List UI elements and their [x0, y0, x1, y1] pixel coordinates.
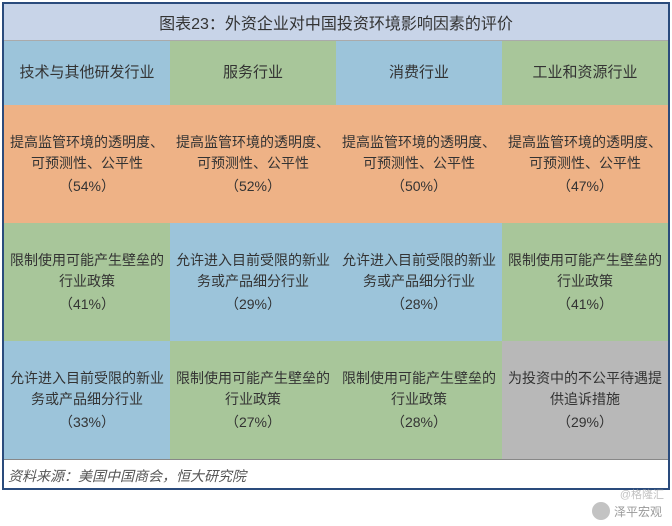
cell-text: 允许进入目前受限的新业务或产品细分行业 — [342, 250, 496, 292]
cell-text: 限制使用可能产生壁垒的行业政策 — [508, 250, 662, 292]
cell-text: 限制使用可能产生壁垒的行业政策 — [10, 250, 164, 292]
cell-text: 为投资中的不公平待遇提供追诉措施 — [508, 368, 662, 410]
table-cell: 提高监管环境的透明度、可预测性、公平性（54%） — [4, 105, 170, 223]
table-cell: 限制使用可能产生壁垒的行业政策（41%） — [4, 223, 170, 341]
cell-text: 提高监管环境的透明度、可预测性、公平性 — [10, 132, 164, 174]
source-text: 资料来源：美国中国商会，恒大研究院 — [4, 459, 668, 488]
cell-percent: （28%） — [391, 412, 447, 433]
cell-text: 允许进入目前受限的新业务或产品细分行业 — [10, 368, 164, 410]
cell-percent: （41%） — [557, 294, 613, 315]
cell-percent: （27%） — [225, 412, 281, 433]
cell-percent: （47%） — [557, 176, 613, 197]
data-table: 技术与其他研发行业服务行业消费行业工业和资源行业 提高监管环境的透明度、可预测性… — [4, 41, 668, 459]
cell-text: 提高监管环境的透明度、可预测性、公平性 — [176, 132, 330, 174]
cell-percent: （54%） — [59, 176, 115, 197]
column-header: 工业和资源行业 — [502, 41, 668, 105]
cell-percent: （33%） — [59, 412, 115, 433]
chart-container: 图表23：外资企业对中国投资环境影响因素的评价 技术与其他研发行业服务行业消费行… — [2, 2, 670, 490]
table-row: 允许进入目前受限的新业务或产品细分行业（33%）限制使用可能产生壁垒的行业政策（… — [4, 341, 668, 459]
table-cell: 提高监管环境的透明度、可预测性、公平性（50%） — [336, 105, 502, 223]
cell-text: 限制使用可能产生壁垒的行业政策 — [176, 368, 330, 410]
table-cell: 允许进入目前受限的新业务或产品细分行业（29%） — [170, 223, 336, 341]
column-header: 技术与其他研发行业 — [4, 41, 170, 105]
rows-holder: 提高监管环境的透明度、可预测性、公平性（54%）提高监管环境的透明度、可预测性、… — [4, 105, 668, 459]
table-cell: 允许进入目前受限的新业务或产品细分行业（33%） — [4, 341, 170, 459]
cell-text: 提高监管环境的透明度、可预测性、公平性 — [508, 132, 662, 174]
cell-percent: （29%） — [225, 294, 281, 315]
watermark-wechat: 泽平宏观 — [592, 502, 662, 520]
table-cell: 为投资中的不公平待遇提供追诉措施（29%） — [502, 341, 668, 459]
table-cell: 限制使用可能产生壁垒的行业政策（27%） — [170, 341, 336, 459]
watermark-gelong: @格隆汇 — [620, 486, 664, 502]
cell-percent: （50%） — [391, 176, 447, 197]
cell-percent: （52%） — [225, 176, 281, 197]
table-row: 提高监管环境的透明度、可预测性、公平性（54%）提高监管环境的透明度、可预测性、… — [4, 105, 668, 223]
cell-text: 限制使用可能产生壁垒的行业政策 — [342, 368, 496, 410]
column-header: 服务行业 — [170, 41, 336, 105]
header-row: 技术与其他研发行业服务行业消费行业工业和资源行业 — [4, 41, 668, 105]
cell-text: 允许进入目前受限的新业务或产品细分行业 — [176, 250, 330, 292]
table-cell: 提高监管环境的透明度、可预测性、公平性（52%） — [170, 105, 336, 223]
table-cell: 提高监管环境的透明度、可预测性、公平性（47%） — [502, 105, 668, 223]
table-cell: 限制使用可能产生壁垒的行业政策（41%） — [502, 223, 668, 341]
cell-text: 提高监管环境的透明度、可预测性、公平性 — [342, 132, 496, 174]
cell-percent: （41%） — [59, 294, 115, 315]
cell-percent: （28%） — [391, 294, 447, 315]
table-cell: 允许进入目前受限的新业务或产品细分行业（28%） — [336, 223, 502, 341]
cell-percent: （29%） — [557, 412, 613, 433]
table-cell: 限制使用可能产生壁垒的行业政策（28%） — [336, 341, 502, 459]
wechat-icon — [592, 502, 610, 520]
column-header: 消费行业 — [336, 41, 502, 105]
table-row: 限制使用可能产生壁垒的行业政策（41%）允许进入目前受限的新业务或产品细分行业（… — [4, 223, 668, 341]
chart-title: 图表23：外资企业对中国投资环境影响因素的评价 — [4, 4, 668, 41]
watermark-text: 泽平宏观 — [614, 503, 662, 520]
